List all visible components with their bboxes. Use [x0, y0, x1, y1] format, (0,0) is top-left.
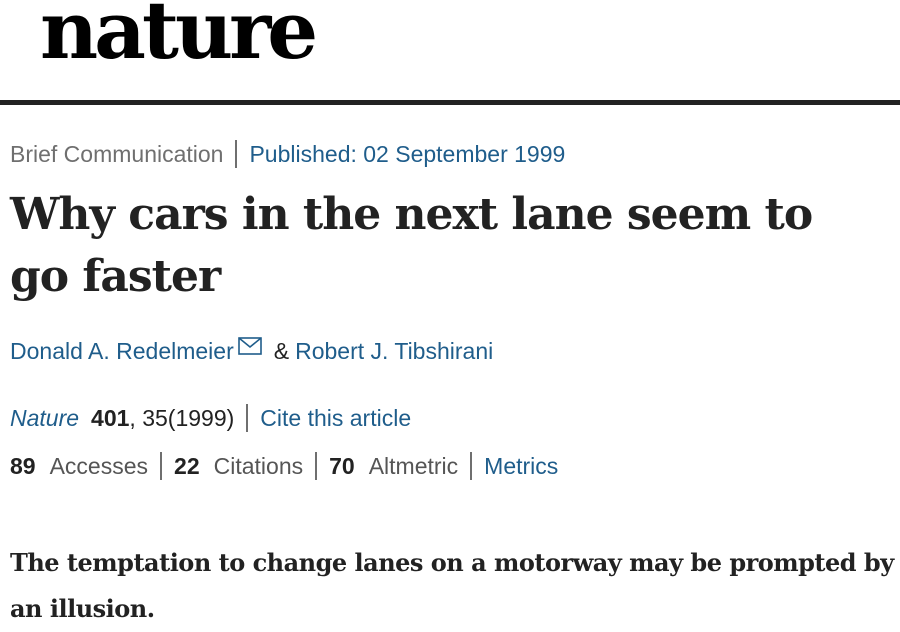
divider [470, 452, 473, 480]
article-title: Why cars in the next lane seem to go fas… [10, 189, 813, 302]
article-type: Brief Communication [10, 140, 224, 167]
accesses-label: Accesses [49, 452, 149, 479]
published-date-link[interactable]: Published: 02 September 1999 [249, 140, 566, 167]
accesses-count: 89 [10, 452, 36, 479]
masthead: nature [0, 0, 900, 106]
volume-number: 401 [91, 404, 130, 431]
article-standfirst: The temptation to change lanes on a moto… [10, 548, 894, 623]
journal-name: Nature [10, 404, 80, 431]
nature-logo[interactable]: nature [40, 0, 318, 77]
author-list: Donald A. Redelmeier & Robert J. Tibshir… [10, 337, 494, 365]
altmetric-label: Altmetric [368, 452, 459, 479]
cite-article-link[interactable]: Cite this article [260, 404, 412, 431]
masthead-divider [0, 100, 900, 105]
author-separator: & [273, 338, 290, 364]
divider [246, 404, 249, 432]
divider [235, 140, 238, 168]
citations-count: 22 [174, 452, 200, 479]
email-icon[interactable] [237, 334, 262, 361]
article-meta: Brief Communication Published: 02 Septem… [10, 140, 565, 168]
citation-row: Nature 401 , 35(1999) Cite this article [10, 404, 411, 432]
divider [160, 452, 163, 480]
altmetric-count: 70 [329, 452, 355, 479]
metrics-link[interactable]: Metrics [484, 452, 559, 479]
author-link-redelmeier[interactable]: Donald A. Redelmeier [10, 338, 234, 364]
pages-year: , 35(1999) [129, 404, 235, 431]
divider [315, 452, 318, 480]
metrics-row: 89 Accesses 22 Citations 70 Altmetric Me… [10, 452, 558, 480]
author-link-tibshirani[interactable]: Robert J. Tibshirani [295, 338, 494, 364]
citations-label: Citations [213, 452, 304, 479]
